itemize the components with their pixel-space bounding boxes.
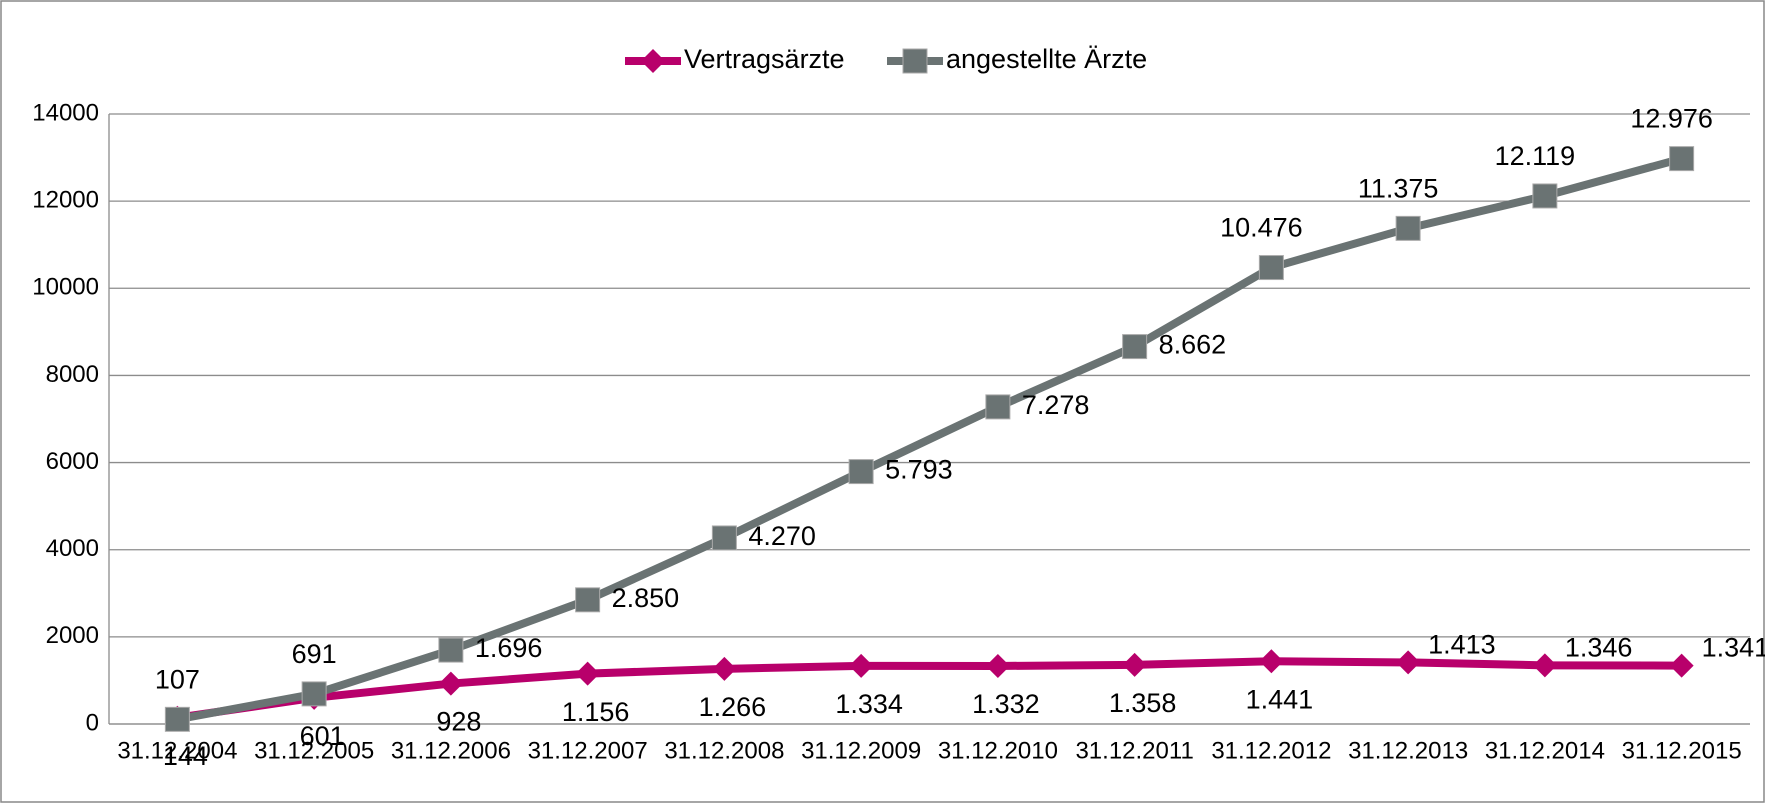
data-point — [1259, 649, 1284, 674]
data-point — [575, 661, 600, 686]
data-label: 5.793 — [885, 455, 953, 485]
data-point — [985, 394, 1011, 420]
data-label: 1.696 — [475, 633, 543, 663]
data-point — [1532, 183, 1558, 209]
data-label: 144 — [163, 741, 208, 771]
data-label: 1.441 — [1246, 684, 1314, 714]
legend-marker — [902, 48, 928, 74]
x-tick-label: 31.12.2011 — [1075, 737, 1193, 764]
data-label: 1.334 — [835, 689, 903, 719]
x-tick-label: 31.12.2013 — [1348, 737, 1468, 764]
data-label: 1.346 — [1565, 632, 1633, 662]
data-label: 4.270 — [748, 521, 816, 551]
data-point — [1396, 650, 1421, 675]
y-tick-label: 6000 — [46, 448, 99, 475]
x-tick-label: 31.12.2004 — [117, 737, 237, 764]
y-tick-label: 10000 — [32, 274, 99, 301]
y-tick-label: 14000 — [32, 99, 99, 126]
data-label: 928 — [436, 707, 481, 737]
x-tick-label: 31.12.2012 — [1211, 737, 1331, 764]
data-label: 10.476 — [1220, 213, 1303, 243]
data-label: 1.413 — [1428, 630, 1496, 660]
data-point — [438, 637, 464, 663]
legend-label: Vertragsärzte — [684, 44, 845, 74]
x-tick-label: 31.12.2010 — [938, 737, 1058, 764]
data-label: 1.156 — [562, 697, 630, 727]
data-label: 107 — [155, 664, 200, 694]
data-point — [1532, 653, 1557, 678]
x-tick-label: 31.12.2014 — [1485, 737, 1605, 764]
series-line — [176, 154, 1683, 724]
data-label: 691 — [292, 639, 337, 669]
data-point — [711, 525, 737, 551]
data-point — [712, 656, 737, 681]
data-point — [1669, 653, 1694, 678]
data-point — [1395, 215, 1421, 241]
x-tick-label: 31.12.2006 — [391, 737, 511, 764]
data-label: 12.119 — [1495, 141, 1576, 171]
data-point — [1258, 255, 1284, 281]
y-tick-label: 2000 — [46, 622, 99, 649]
y-tick-label: 0 — [86, 709, 99, 736]
data-label: 7.278 — [1022, 390, 1090, 420]
x-tick-label: 31.12.2009 — [801, 737, 921, 764]
y-tick-label: 4000 — [46, 535, 99, 562]
series-line — [176, 657, 1682, 722]
data-point — [849, 653, 874, 678]
data-point — [575, 587, 601, 613]
data-point — [848, 459, 874, 485]
x-tick-label: 31.12.2015 — [1622, 737, 1742, 764]
data-label: 1.358 — [1109, 688, 1177, 718]
legend-marker — [641, 49, 665, 73]
data-point — [1669, 146, 1695, 172]
data-label: 12.976 — [1630, 104, 1713, 134]
data-point — [164, 706, 190, 732]
data-label: 1.332 — [972, 689, 1040, 719]
data-label: 1.341 — [1702, 633, 1765, 663]
data-label: 1.266 — [699, 692, 767, 722]
data-label: 2.850 — [612, 583, 680, 613]
legend-label: angestellte Ärzte — [946, 44, 1147, 74]
data-label: 601 — [300, 721, 345, 751]
data-label: 8.662 — [1159, 330, 1227, 360]
y-tick-label: 8000 — [46, 361, 99, 388]
data-point — [438, 671, 463, 696]
x-tick-label: 31.12.2007 — [528, 737, 648, 764]
data-label: 11.375 — [1358, 174, 1439, 204]
data-point — [985, 653, 1010, 678]
x-tick-label: 31.12.2005 — [254, 737, 374, 764]
data-point — [301, 681, 327, 707]
data-point — [1122, 652, 1147, 677]
x-tick-label: 31.12.2008 — [664, 737, 784, 764]
y-tick-label: 12000 — [32, 186, 99, 213]
data-point — [1122, 334, 1148, 360]
